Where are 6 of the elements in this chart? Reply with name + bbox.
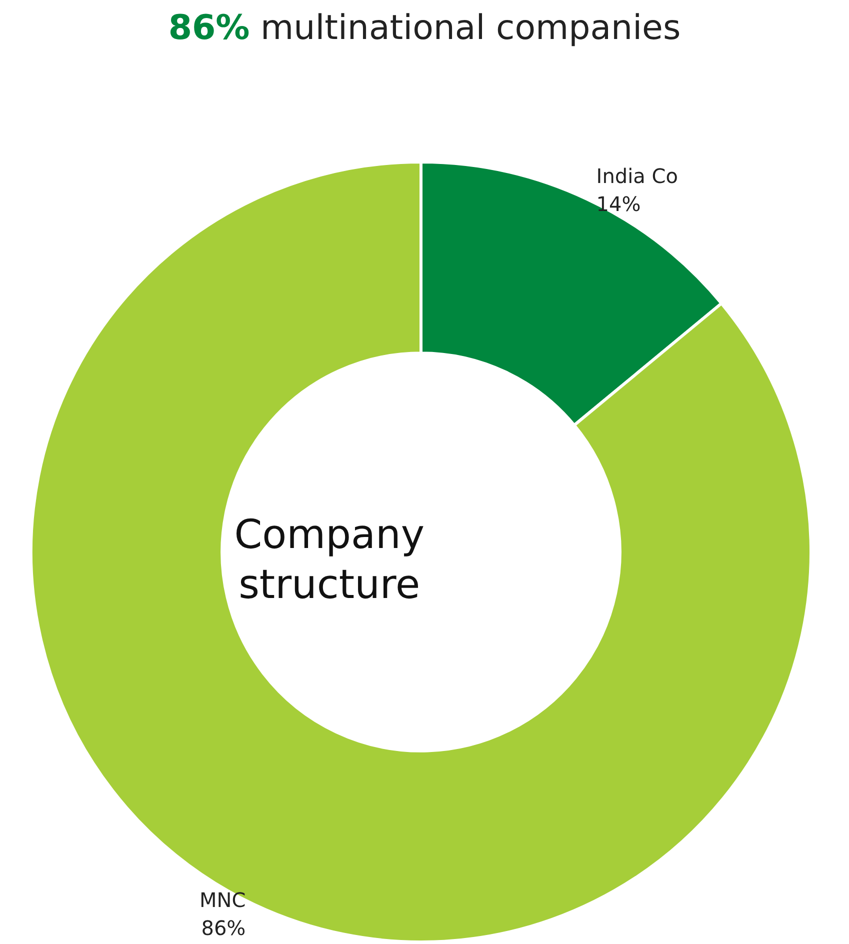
chart-title: 86% multinational companies	[168, 8, 681, 48]
data-label: 14%	[596, 192, 641, 216]
text: Company structure	[234, 512, 424, 608]
data-label: 86%	[201, 916, 246, 940]
slice-label: MNC	[200, 888, 246, 912]
slice-label: India Co	[596, 164, 678, 188]
